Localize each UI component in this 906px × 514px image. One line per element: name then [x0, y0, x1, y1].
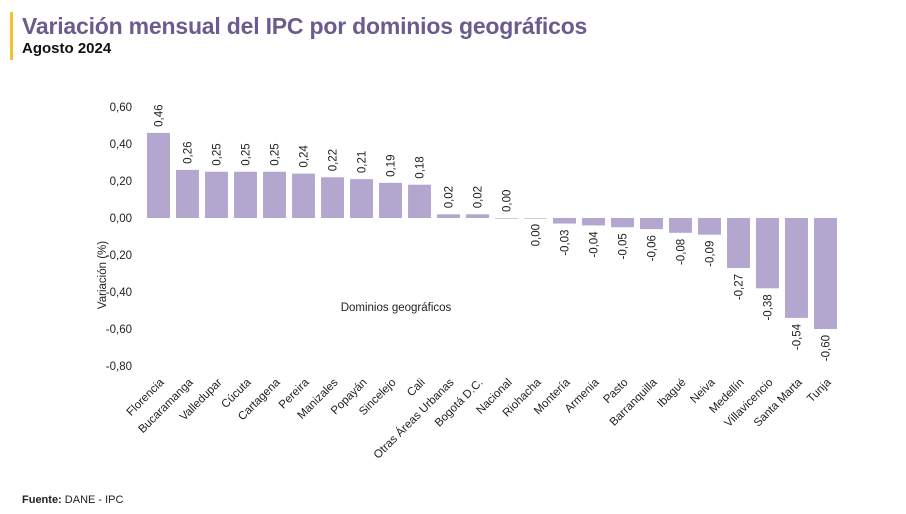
- data-label: -0,03: [560, 230, 572, 256]
- bar: [524, 218, 547, 219]
- bar: [147, 132, 170, 218]
- data-label: 0,21: [357, 151, 369, 173]
- bar: [292, 173, 315, 218]
- data-label: -0,04: [589, 231, 601, 258]
- bar: [466, 214, 489, 218]
- bar: [379, 182, 402, 218]
- bar: [582, 218, 605, 226]
- data-label: 0,00: [502, 190, 514, 212]
- bar: [176, 169, 199, 218]
- data-label: -0,38: [763, 294, 775, 320]
- data-label: 0,22: [328, 149, 340, 171]
- page-subtitle: Agosto 2024: [22, 40, 112, 57]
- bar: [495, 218, 518, 219]
- y-tick-label: 0,20: [110, 176, 132, 188]
- y-tick-label: -0,60: [106, 324, 132, 336]
- data-label: -0,05: [618, 233, 630, 259]
- bar: [669, 218, 692, 233]
- bar: [437, 214, 460, 218]
- data-label: 0,46: [154, 105, 166, 127]
- bar: [756, 218, 779, 289]
- x-axis-label: Dominios geográficos: [341, 302, 452, 314]
- data-label: -0,06: [647, 235, 659, 261]
- y-tick-label: 0,60: [110, 102, 132, 114]
- data-label: 0,26: [183, 142, 195, 164]
- data-label: 0,25: [241, 143, 253, 165]
- data-label: -0,54: [792, 323, 804, 350]
- source-note: Fuente: DANE - IPC: [22, 494, 123, 506]
- title-block: Variación mensual del IPC por dominios g…: [10, 12, 587, 60]
- bar: [553, 218, 576, 224]
- data-label: 0,25: [270, 143, 282, 165]
- y-tick-label: -0,40: [106, 287, 132, 299]
- bar: [814, 218, 837, 329]
- bar: [234, 171, 257, 218]
- bar: [350, 179, 373, 218]
- data-label: 0,02: [473, 186, 485, 208]
- y-tick-label: 0,40: [110, 139, 132, 151]
- data-label: 0,19: [386, 154, 398, 176]
- data-label: 0,18: [415, 156, 427, 178]
- bar: [321, 177, 344, 218]
- bar: [205, 171, 228, 218]
- bar: [727, 218, 750, 268]
- data-label: -0,60: [821, 335, 833, 361]
- x-tick-label: Ibagué: [655, 377, 688, 410]
- data-label: 0,00: [531, 224, 543, 246]
- bar: [408, 184, 431, 218]
- bar: [640, 218, 663, 230]
- data-label: -0,09: [705, 241, 717, 267]
- x-tick-label: Cali: [405, 377, 427, 399]
- y-axis-label: Variación (%): [97, 241, 109, 309]
- source-text: DANE - IPC: [61, 494, 124, 506]
- bar: [785, 218, 808, 318]
- source-label: Fuente:: [22, 494, 62, 506]
- bar: [263, 171, 286, 218]
- bar: [611, 218, 634, 228]
- data-label: 0,24: [299, 145, 311, 168]
- page-title: Variación mensual del IPC por dominios g…: [22, 13, 588, 39]
- y-tick-label: -0,20: [106, 250, 132, 262]
- data-label: 0,02: [444, 186, 456, 208]
- y-tick-label: -0,80: [106, 361, 132, 373]
- data-label: -0,27: [734, 274, 746, 300]
- x-tick-label: Tunja: [805, 376, 834, 405]
- data-label: -0,08: [676, 239, 688, 265]
- data-label: 0,25: [212, 143, 224, 165]
- y-tick-label: 0,00: [110, 213, 132, 225]
- bar: [698, 218, 721, 235]
